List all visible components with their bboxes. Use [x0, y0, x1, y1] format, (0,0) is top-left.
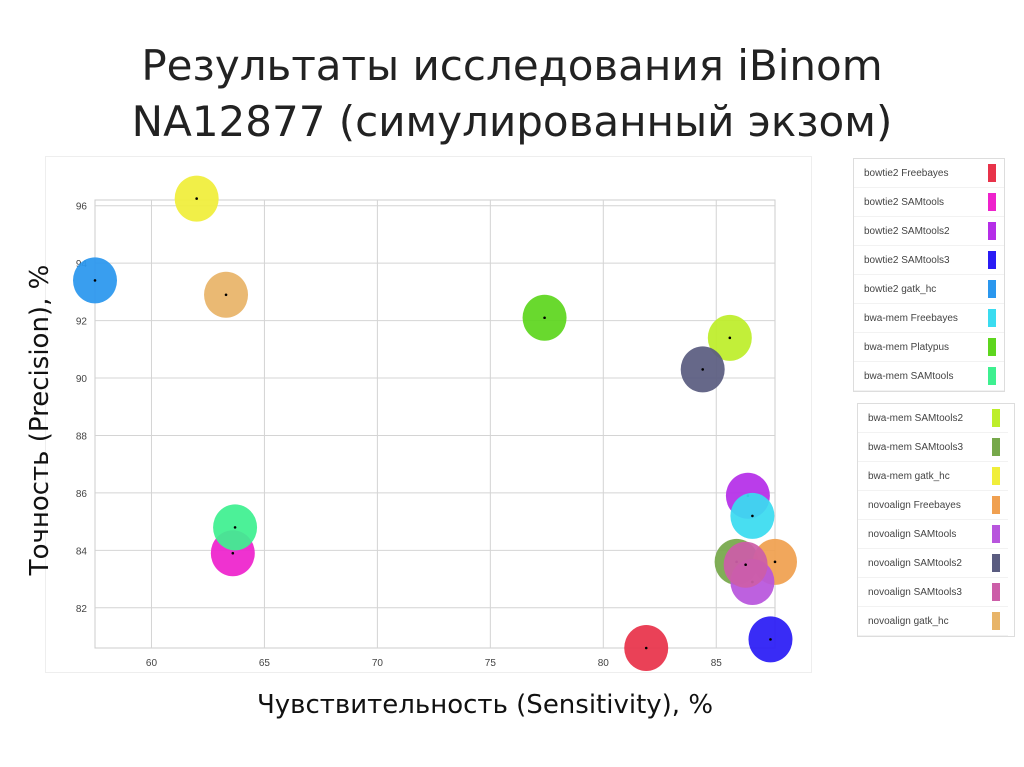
data-point-center — [769, 638, 772, 641]
legend-label: bwa-mem SAMtools3 — [868, 441, 964, 453]
data-point-center — [224, 293, 228, 297]
legend-item: novoalign Freebayes — [858, 491, 1008, 520]
legend-item: bwa-mem Platypus — [854, 333, 1004, 362]
data-point-center — [195, 197, 198, 200]
legend-label: bwa-mem Freebayes — [864, 312, 958, 324]
legend-swatch — [992, 496, 1000, 514]
legend-label: bwa-mem SAMtools — [864, 370, 954, 382]
data-point-center — [751, 514, 754, 518]
legend-label: bowtie2 SAMtools3 — [864, 254, 950, 266]
legend-item: bowtie2 SAMtools3 — [854, 246, 1004, 275]
legend-label: bowtie2 Freebayes — [864, 167, 949, 179]
plot-area — [94, 199, 776, 649]
legend-label: bwa-mem gatk_hc — [868, 470, 950, 482]
legend-swatch — [988, 309, 996, 327]
legend-swatch — [988, 367, 996, 385]
legend-swatch — [992, 612, 1000, 630]
legend-swatch — [992, 554, 1000, 572]
title-line-2: NA12877 (симулированный экзом) — [131, 97, 893, 146]
legend-swatch — [988, 338, 996, 356]
data-point-center — [773, 560, 777, 564]
data-point-center — [701, 368, 705, 371]
legend-label: bwa-mem Platypus — [864, 341, 950, 353]
y-tick-label: 82 — [76, 604, 88, 615]
x-tick-label: 80 — [598, 658, 610, 669]
y-tick-label: 90 — [76, 374, 88, 385]
title-line-1: Результаты исследования iBinom — [141, 41, 883, 90]
legend-item: bowtie2 Freebayes — [854, 159, 1004, 188]
legend-swatch — [992, 583, 1000, 601]
legend-item: bwa-mem SAMtools3 — [858, 433, 1008, 462]
legend-label: novoalign SAMtools3 — [868, 586, 962, 598]
legend-label: bwa-mem SAMtools2 — [868, 412, 964, 424]
legend-part-2: bwa-mem SAMtools2 bwa-mem SAMtools3 bwa-me… — [857, 403, 1015, 637]
legend-item: novoalign SAMtools — [858, 520, 1008, 549]
y-axis-label: Точность (Precision), % — [25, 264, 55, 576]
y-tick-label: 86 — [76, 489, 88, 500]
legend-swatch — [992, 438, 1000, 456]
legend-item: novoalign gatk_hc — [858, 607, 1008, 636]
legend-item: bwa-mem gatk_hc — [858, 462, 1008, 491]
legend-swatch — [992, 409, 1000, 427]
x-tick-label: 70 — [372, 658, 384, 669]
legend-swatch — [988, 251, 996, 269]
legend-label: novoalign SAMtools — [868, 528, 957, 540]
legend-item: bwa-mem Freebayes — [854, 304, 1004, 333]
legend-label: bowtie2 gatk_hc — [864, 283, 937, 295]
legend-label: novoalign SAMtools2 — [868, 557, 962, 569]
legend-swatch — [992, 525, 1000, 543]
legend-label: bowtie2 SAMtools — [864, 196, 945, 208]
x-tick-label: 75 — [485, 658, 497, 669]
legend-label: novoalign Freebayes — [868, 499, 961, 511]
legend-item: bowtie2 gatk_hc — [854, 275, 1004, 304]
legend-swatch — [992, 467, 1000, 485]
data-point-center — [233, 526, 237, 529]
legend-swatch — [988, 164, 996, 182]
legend-item: novoalign SAMtools2 — [858, 549, 1008, 578]
legend-item: bowtie2 SAMtools2 — [854, 217, 1004, 246]
slide-title: Результаты исследования iBinom NA12877 (… — [0, 38, 1024, 150]
legend-part-1: bowtie2 Freebayes bowtie2 SAMtools bowtie2… — [853, 158, 1005, 392]
x-tick-label: 60 — [146, 658, 158, 669]
legend-label: bowtie2 SAMtools2 — [864, 225, 950, 237]
legend-item: bwa-mem SAMtools2 — [858, 404, 1008, 433]
legend-item: bwa-mem SAMtools — [854, 362, 1004, 391]
y-tick-label: 92 — [76, 317, 88, 328]
y-tick-label: 96 — [76, 202, 88, 213]
data-point-center — [231, 551, 235, 555]
x-axis-label: Чувствительность (Sensitivity), % — [256, 690, 714, 720]
legend-label: novoalign gatk_hc — [868, 615, 949, 627]
y-tick-label: 84 — [76, 546, 88, 557]
data-point-center — [644, 646, 648, 650]
y-tick-label: 88 — [76, 431, 88, 442]
legend-swatch — [988, 280, 996, 298]
legend-item: bowtie2 SAMtools — [854, 188, 1004, 217]
data-point-center — [93, 279, 97, 282]
data-point-center — [728, 336, 732, 340]
x-tick-label: 85 — [711, 658, 723, 669]
legend-swatch — [988, 193, 996, 211]
x-tick-label: 65 — [259, 658, 271, 669]
legend-swatch — [988, 222, 996, 240]
data-point-center — [543, 316, 546, 320]
data-point-center — [744, 563, 747, 567]
legend-item: novoalign SAMtools3 — [858, 578, 1008, 607]
chart-frame — [45, 156, 812, 673]
